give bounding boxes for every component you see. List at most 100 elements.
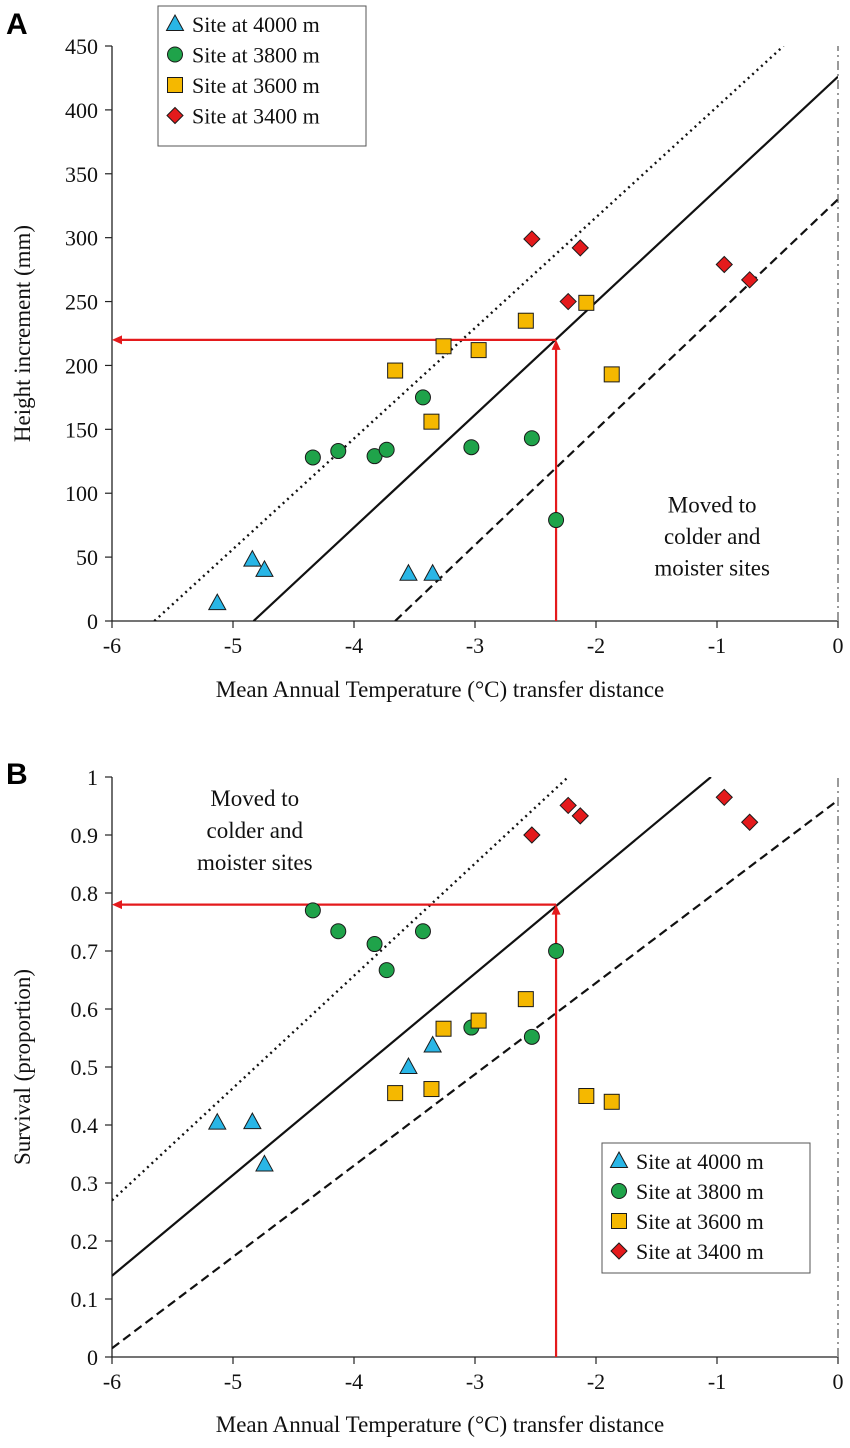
data-point-square (578, 294, 595, 311)
y-tick-label: 150 (65, 417, 98, 442)
legend: Site at 4000 m Site at 3800 m Site at 3600… (157, 5, 367, 147)
annotation-line: moister sites (654, 555, 770, 580)
legend-label: Site at 4000 m (636, 1149, 764, 1174)
data-point-triangle (243, 549, 262, 567)
legend-marker-triangle (609, 1150, 629, 1168)
x-tick-label: -1 (708, 1369, 726, 1394)
dotted-regression-line (153, 46, 785, 621)
annotation-line: colder and (664, 524, 761, 549)
legend-label: Site at 3600 m (636, 1209, 764, 1234)
data-point-triangle (399, 563, 418, 581)
x-axis-title: Mean Annual Temperature (°C) transfer di… (216, 1412, 664, 1437)
x-axis-title: Mean Annual Temperature (°C) transfer di… (216, 677, 664, 702)
legend-label: Site at 3800 m (192, 43, 320, 68)
dotted-regression-line (112, 777, 569, 1202)
data-point-triangle (423, 1035, 442, 1053)
chart-a: -6 -5 -4 -3 -2 -1 0 0 50 100 150 200 250 300 350 400 450… (10, 5, 844, 702)
legend-marker-circle (167, 46, 183, 63)
x-tick-label: -5 (224, 633, 242, 658)
y-tick-label: 0.7 (71, 939, 99, 964)
data-point-square (603, 1093, 620, 1110)
data-point-diamond (571, 807, 589, 825)
annotation-line: colder and (207, 818, 304, 843)
data-point-square (435, 1020, 452, 1037)
legend: Site at 4000 m Site at 3800 m Site at 3600… (601, 1142, 811, 1274)
data-point-diamond (559, 292, 577, 311)
data-point-diamond (523, 230, 541, 248)
y-tick-label: 0.3 (71, 1171, 99, 1196)
y-tick-label: 0.1 (71, 1287, 99, 1312)
y-axis-title: Survival (proportion) (10, 969, 35, 1165)
x-tick-label: -3 (466, 1369, 484, 1394)
legend-marker-circle (611, 1183, 627, 1199)
y-tick-label: 400 (65, 98, 98, 123)
data-point-triangle (207, 593, 227, 611)
y-axis-title: Height increment (mm) (10, 225, 35, 442)
y-tick-label: 0.8 (71, 881, 99, 906)
data-point-diamond (740, 813, 759, 831)
x-tick-label: 0 (833, 633, 844, 658)
data-point-circle (304, 449, 321, 466)
annotation: Moved to colder and moister sites (197, 786, 313, 875)
data-point-square (423, 1081, 440, 1098)
data-point-circle (523, 430, 540, 447)
vertical-arrowhead (551, 339, 561, 350)
x-tick-label: -4 (345, 633, 363, 658)
data-point-circle (366, 936, 383, 953)
legend-box (601, 1142, 811, 1274)
y-tick-label: 300 (65, 226, 98, 251)
annotation-line: Moved to (668, 492, 757, 517)
data-point-square (387, 362, 404, 379)
x-tick-label: -1 (708, 633, 726, 658)
horizontal-arrowhead (112, 335, 122, 345)
y-tick-label: 0.5 (71, 1055, 99, 1080)
panel-letter-b: B (6, 758, 28, 791)
y-tick-label: 200 (65, 353, 98, 378)
reference-arrows (112, 900, 561, 1357)
annotation: Moved to colder and moister sites (654, 492, 770, 580)
data-point-square (423, 413, 440, 430)
y-tick-label: 350 (65, 162, 98, 187)
regression-lines (112, 777, 838, 1350)
axes: -6 -5 -4 -3 -2 -1 0 0 50 100 150 200 250 300 350 400 450 (65, 34, 844, 658)
data-point-square (517, 991, 534, 1008)
dashed-regression-line (394, 198, 838, 621)
dashed-regression-line (112, 799, 838, 1350)
y-tick-label: 250 (65, 290, 98, 315)
data-point-circle (463, 439, 480, 456)
legend-label: Site at 3600 m (192, 73, 320, 98)
solid-regression-line (252, 75, 838, 621)
annotation-line: Moved to (210, 786, 299, 811)
y-tick-label: 0.2 (71, 1229, 99, 1254)
y-tick-label: 0.4 (71, 1113, 99, 1138)
x-tick-label: -2 (587, 633, 605, 658)
data-point-circle (330, 923, 347, 940)
x-tick-label: 0 (833, 1369, 844, 1394)
data-point-square (470, 1012, 487, 1029)
legend-box (157, 5, 367, 147)
y-tick-label: 450 (65, 34, 98, 59)
legend-label: Site at 3400 m (636, 1239, 764, 1264)
y-tick-label: 0 (87, 1345, 98, 1370)
data-point-circle (523, 1028, 540, 1045)
data-point-square (603, 366, 620, 383)
data-point-triangle (207, 1112, 227, 1130)
data-point-triangle (255, 1154, 274, 1172)
data-point-square (517, 312, 534, 329)
x-tick-label: -4 (345, 1369, 363, 1394)
data-point-diamond (571, 239, 589, 257)
data-points (207, 230, 759, 611)
data-point-circle (304, 902, 321, 919)
x-tick-label: -2 (587, 1369, 605, 1394)
data-point-square (387, 1085, 404, 1102)
data-point-circle (548, 512, 565, 529)
regression-lines (153, 46, 838, 621)
data-points (207, 788, 759, 1172)
data-point-circle (378, 441, 395, 458)
data-point-circle (330, 443, 347, 460)
x-tick-label: -3 (466, 633, 484, 658)
x-tick-label: -6 (103, 1369, 121, 1394)
legend-label: Site at 4000 m (192, 12, 320, 37)
data-point-square (435, 338, 452, 355)
axes: -6 -5 -4 -3 -2 -1 0 0 0.1 0.2 0.3 0.4 0.5 0.6 0.7 0.8 0.… (71, 765, 844, 1394)
